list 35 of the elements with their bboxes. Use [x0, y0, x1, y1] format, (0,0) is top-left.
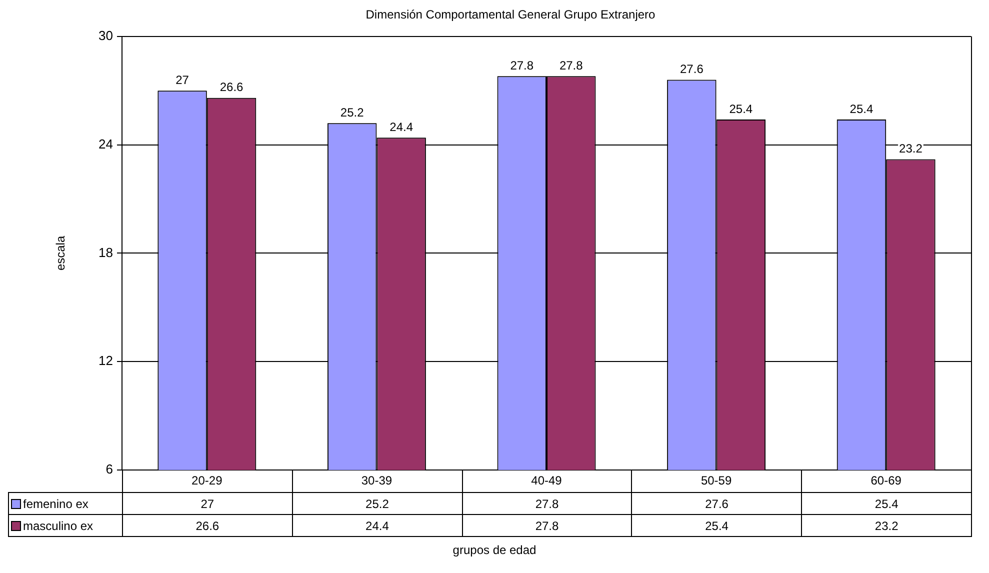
- legend-label: femenino ex: [8, 492, 122, 514]
- x-tick-label: 40-49: [531, 474, 562, 488]
- annotation: 27.6: [680, 62, 704, 76]
- annotation: 24.4: [390, 120, 414, 134]
- data-label: 26.6: [122, 514, 292, 536]
- y-tick-label: 12: [98, 353, 113, 368]
- y-axis-title: escala: [54, 236, 68, 271]
- annotation: 26.6: [220, 80, 244, 94]
- data-label: 27.6: [632, 492, 802, 514]
- x-tick-label: 50-59: [700, 474, 732, 488]
- data-label: 25.2: [292, 492, 462, 514]
- data-label: 27.8: [462, 492, 632, 514]
- x-tick-label: 20-29: [192, 474, 223, 488]
- data-label: 27: [122, 492, 292, 514]
- y-tick-label: 30: [98, 28, 113, 43]
- y-tick-label: 18: [98, 244, 113, 260]
- data-label: 27.8: [462, 514, 632, 536]
- annotation: 27.8: [559, 58, 584, 72]
- y-tick-label: 24: [98, 136, 113, 152]
- annotation: 27: [176, 72, 190, 87]
- x-tick-label: 30-39: [361, 474, 392, 488]
- annotation: 25.4: [850, 102, 874, 116]
- y-tick-label: 6: [106, 462, 113, 477]
- annotation: 25.2: [340, 105, 364, 120]
- data-label: 23.2: [802, 514, 972, 536]
- data-label: 25.4: [802, 492, 972, 514]
- annotation: 25.4: [729, 102, 753, 116]
- x-tick-label: 60-69: [870, 474, 902, 488]
- data-label: 24.4: [292, 514, 462, 536]
- chart-title: Dimensión Comportamental General Grupo Extranjero: [366, 8, 656, 22]
- data-label: 25.4: [632, 514, 802, 536]
- legend-label: masculino ex: [8, 514, 122, 536]
- annotation: 27.8: [510, 58, 534, 72]
- annotation: 23.2: [899, 142, 923, 156]
- x-axis-title: grupos de edad: [452, 543, 538, 557]
